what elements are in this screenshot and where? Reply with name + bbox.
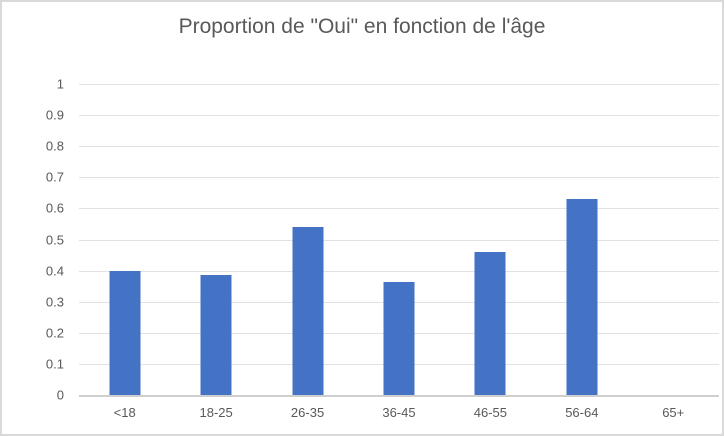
gridline [79, 177, 719, 179]
gridline [79, 115, 719, 117]
y-tick-label: 0.3 [45, 294, 64, 310]
y-tick-label: 0.6 [45, 200, 64, 216]
bar-slot [353, 84, 444, 395]
y-tick-label: 0.5 [45, 232, 64, 247]
bar-36-45 [383, 281, 415, 395]
plot-area [79, 84, 719, 397]
bar-slot [79, 84, 170, 395]
y-tick-label: 0.9 [45, 107, 64, 123]
x-axis: <18 18-25 26-35 36-45 46-55 56-64 65+ [79, 406, 719, 419]
bar-slot [628, 84, 719, 395]
y-tick-label: 1 [56, 76, 64, 92]
gridline [79, 270, 719, 272]
bar-slot [445, 84, 536, 395]
x-tick-label: 36-45 [382, 405, 416, 420]
bar-46-55 [474, 251, 506, 395]
y-tick-label: 0 [56, 387, 64, 403]
y-tick-label: 0.4 [45, 263, 64, 279]
y-axis: 1 0.9 0.8 0.7 0.6 0.5 0.4 0.3 0.2 0.1 0 [2, 78, 64, 402]
y-tick-label: 0.2 [45, 325, 64, 341]
gridline [79, 239, 719, 241]
chart-title: Proportion de "Oui" en fonction de l'âge [178, 15, 546, 38]
x-tick-label: 46-55 [473, 405, 508, 420]
y-tick-label: 0.7 [45, 169, 64, 185]
bar-26-35 [292, 227, 324, 395]
gridline [79, 146, 719, 148]
x-tick-label: 65+ [662, 405, 685, 420]
y-tick-label: 0.1 [45, 356, 64, 372]
bar-slot [170, 84, 261, 395]
x-tick-label: 18-25 [199, 405, 233, 420]
gridline [79, 84, 719, 85]
bar-slot [262, 84, 353, 395]
bar-56-64 [566, 199, 598, 395]
y-tick-label: 0.8 [45, 138, 64, 154]
bar-slot [536, 84, 627, 395]
bar-18-25 [200, 275, 232, 395]
x-tick-label: 26-35 [290, 405, 325, 420]
bar-<18 [109, 270, 141, 395]
x-tick-label: 56-64 [565, 405, 599, 420]
x-tick-label: <18 [113, 405, 136, 420]
gridline [79, 208, 719, 210]
